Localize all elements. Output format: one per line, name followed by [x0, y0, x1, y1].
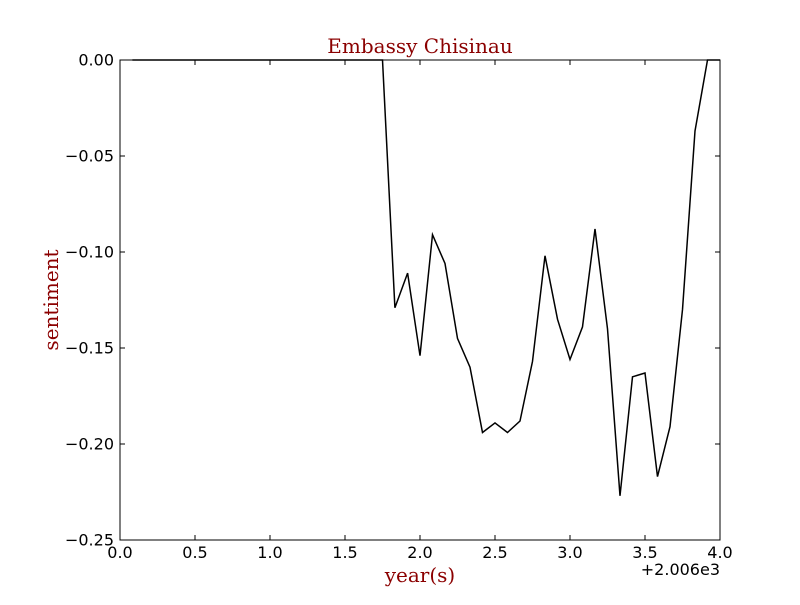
y-tick-label: −0.05: [65, 147, 114, 166]
x-tick-label: 0.5: [182, 543, 207, 562]
x-tick-label: 3.5: [632, 543, 657, 562]
y-tick-label: −0.25: [65, 531, 114, 550]
y-axis-label: sentiment: [39, 249, 63, 350]
plot-frame: [119, 59, 721, 541]
x-tick-label: 2.0: [407, 543, 432, 562]
x-axis-label: year(s): [384, 563, 456, 587]
x-offset-label: +2.006e3: [641, 560, 720, 579]
x-tick-label: 1.0: [257, 543, 282, 562]
x-tick-label: 3.0: [557, 543, 582, 562]
series-line-0: [132, 59, 720, 496]
x-tick-label: 1.5: [332, 543, 357, 562]
y-tick-label: 0.00: [78, 51, 114, 70]
y-tick-label: −0.10: [65, 243, 114, 262]
y-tick-label: −0.15: [65, 339, 114, 358]
chart-title: Embassy Chisinau: [327, 34, 513, 58]
x-tick-label: 0.0: [107, 543, 132, 562]
y-tick-label: −0.20: [65, 435, 114, 454]
plot-area: 0.0 0.5 1.0 1.5 2.0 2.5 3.0 3.5 4.0 0.00 −0.05 −0.1…: [65, 51, 733, 563]
x-tick-label: 2.5: [482, 543, 507, 562]
x-tick-label: 4.0: [707, 543, 732, 562]
